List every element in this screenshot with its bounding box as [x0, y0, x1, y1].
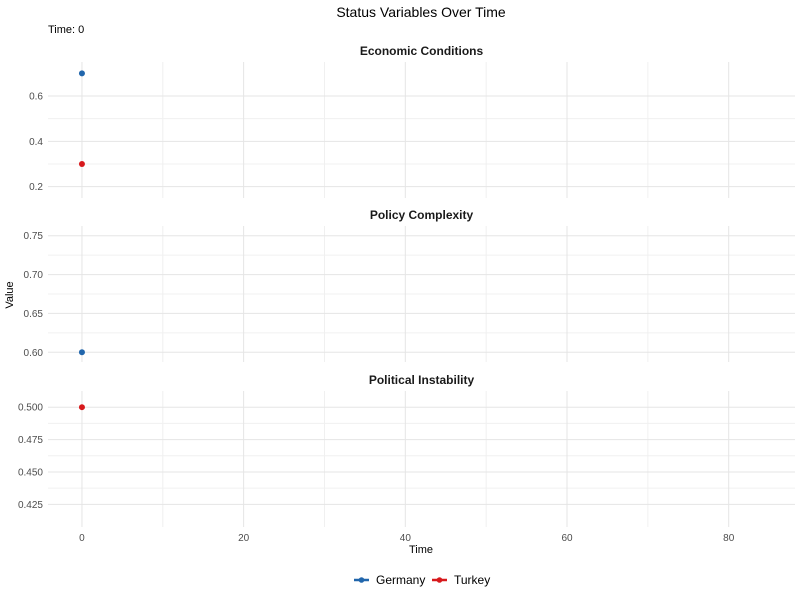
y-tick-label: 0.500 — [18, 403, 43, 414]
y-tick-label: 0.425 — [18, 500, 43, 511]
chart-subtitle: Time: 0 — [48, 24, 84, 36]
data-point-germany — [78, 349, 85, 356]
y-tick-label: 0.6 — [29, 92, 43, 103]
y-tick-label: 0.70 — [24, 270, 44, 281]
x-axis-title: Time — [409, 544, 433, 556]
legend-marker-germany — [358, 577, 365, 583]
legend-label-turkey: Turkey — [454, 573, 490, 587]
y-tick-label: 0.2 — [29, 182, 43, 193]
data-point-turkey — [78, 161, 85, 167]
data-point-germany — [78, 70, 85, 77]
panel-title: Political Instability — [369, 373, 475, 387]
y-tick-label: 0.450 — [18, 467, 43, 478]
y-tick-label: 0.65 — [24, 309, 44, 320]
chart-title: Status Variables Over Time — [336, 4, 506, 20]
y-tick-label: 0.475 — [18, 435, 43, 446]
y-tick-label: 0.4 — [29, 137, 43, 148]
y-tick-label: 0.60 — [24, 348, 44, 359]
x-tick-label: 60 — [561, 533, 573, 544]
x-tick-label: 20 — [238, 533, 250, 544]
x-tick-label: 40 — [400, 533, 412, 544]
panel-title: Economic Conditions — [360, 44, 484, 58]
panel-title: Policy Complexity — [370, 208, 474, 222]
x-tick-label: 0 — [79, 533, 85, 544]
y-axis-title: Value — [4, 281, 16, 308]
legend-label-germany: Germany — [376, 573, 425, 587]
x-tick-label: 80 — [723, 533, 735, 544]
legend-marker-turkey — [436, 577, 443, 583]
data-point-turkey — [78, 404, 85, 411]
y-tick-label: 0.75 — [24, 231, 44, 242]
